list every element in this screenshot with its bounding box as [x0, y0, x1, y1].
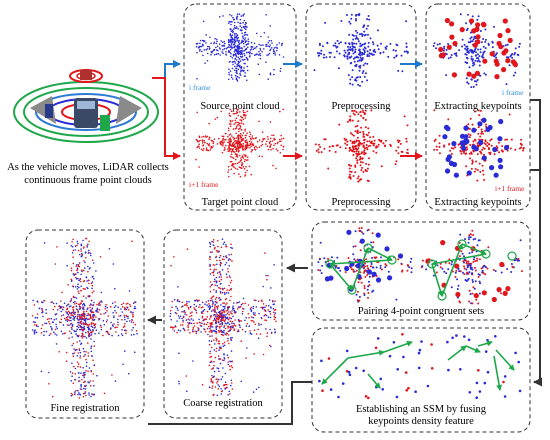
i1-frame-label-keypoints: i+1 frame [495, 184, 525, 193]
ssm-label-line-1: Establishing an SSM by fusing [355, 404, 487, 415]
preprocessing-panel [305, 3, 417, 211]
panel-frames [25, 3, 531, 433]
fine-registration-label: Fine registration [50, 403, 120, 414]
keypoints-target [433, 109, 525, 182]
ssm-link [347, 349, 385, 359]
pairing-cloud-right [420, 229, 523, 305]
coarse-registration-label: Coarse registration [183, 398, 263, 409]
vehicle-caption: As the vehicle moves, LiDAR collects con… [0, 161, 176, 187]
pairing-label: Pairing 4-point congruent sets [357, 306, 485, 317]
keypoints-panel [425, 3, 531, 211]
congruent-point-ring [437, 291, 447, 301]
ssm-link [465, 345, 481, 353]
ssm-link [447, 345, 467, 361]
i-frame-label-source: i frame [189, 83, 211, 92]
lidar-vehicle-illustration [13, 69, 159, 143]
congruent-set-edge [441, 243, 464, 297]
preprocessed-source [313, 13, 409, 87]
ssm-keypoints [318, 333, 522, 400]
ssm-link [493, 355, 503, 391]
ssm-link [383, 340, 413, 353]
target-point-cloud-label: Target point cloud [201, 197, 279, 208]
i-frame-label-keypoints: i frame [502, 88, 524, 97]
ssm-label-line-2: keypoints density feature [368, 416, 474, 427]
congruent-point-ring [427, 259, 437, 269]
congruent-set-edge [431, 263, 444, 297]
preprocessed-target [314, 109, 409, 183]
congruent-point-ring [387, 255, 397, 265]
ssm-link [495, 349, 515, 371]
ssm-link [367, 373, 381, 389]
i1-frame-label-target: i+1 frame [189, 180, 219, 189]
target-point-cloud [195, 107, 285, 178]
preprocessing-target-label: Preprocessing [331, 197, 391, 208]
keypoints-source [432, 13, 521, 89]
congruent-point-ring [457, 239, 467, 249]
vehicle-caption-line-2: continuous frame point clouds [24, 175, 152, 186]
congruent-point-ring [347, 285, 357, 295]
coarse-registration-panel [163, 229, 283, 419]
coarse-registration-cloud [169, 238, 277, 397]
source-point-cloud-label: Source point cloud [200, 101, 280, 112]
ssm-label: Establishing an SSM by fusing keypoints … [312, 404, 530, 428]
congruent-set-edge [329, 259, 393, 267]
congruent-set-edge [431, 253, 487, 267]
congruent-set-edge [329, 263, 353, 291]
keypoints-source-label: Extracting keypoints [434, 101, 522, 112]
correspondence-lines [321, 239, 517, 391]
flow-arrows [147, 60, 542, 425]
fine-registration-cloud [31, 237, 138, 399]
preprocessing-source-label: Preprocessing [331, 101, 391, 112]
pairing-panel [311, 221, 531, 321]
congruent-point-ring [325, 259, 335, 269]
keypoints-target-label: Extracting keypoints [434, 197, 522, 208]
source-point-cloud [195, 13, 285, 82]
congruent-set-edge [351, 247, 370, 291]
congruent-point-ring [507, 251, 517, 261]
congruent-point-ring [363, 243, 373, 253]
congruent-point-ring [481, 249, 491, 259]
ssm-link [321, 357, 349, 385]
ssm-link [477, 340, 493, 347]
ssm-panel [311, 327, 531, 433]
vehicle-caption-line-1: As the vehicle moves, LiDAR collects [7, 162, 169, 173]
source-target-panel [183, 3, 297, 211]
fine-registration-panel [25, 229, 145, 419]
